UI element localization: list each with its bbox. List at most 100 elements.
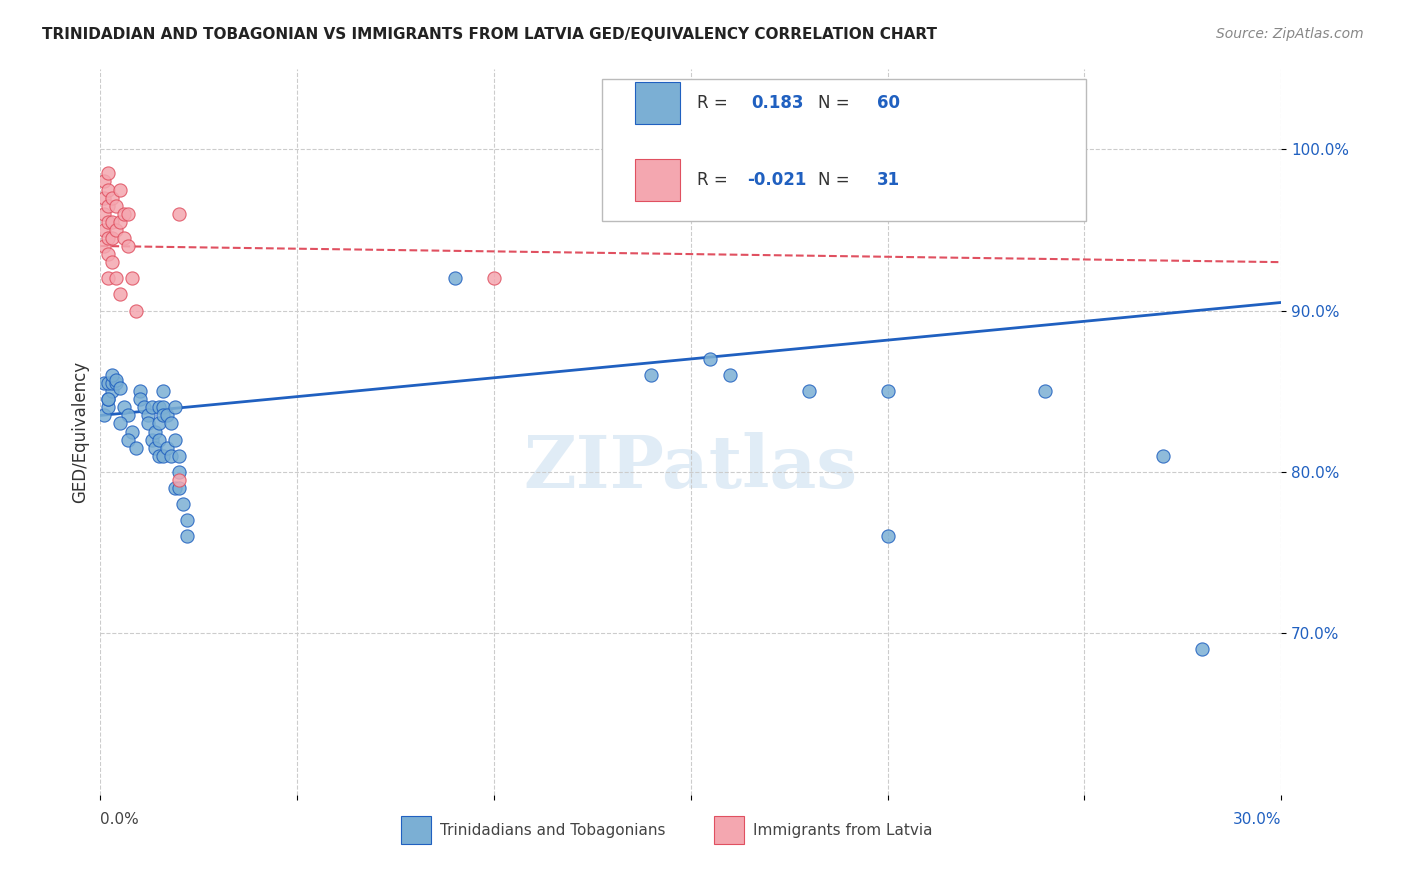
Point [125, 441, 148, 455]
Point [108, 287, 131, 301]
Point [148, 433, 170, 447]
Point [145, 425, 167, 439]
Point [121, 271, 143, 285]
Point [152, 384, 174, 399]
Point [141, 433, 163, 447]
Point [93, 376, 115, 391]
Y-axis label: GED/Equivalency: GED/Equivalency [72, 360, 89, 502]
Point [108, 417, 131, 431]
Point [1191, 642, 1213, 657]
Point [718, 368, 741, 383]
Point [876, 384, 898, 399]
Point [97, 271, 120, 285]
Point [640, 368, 662, 383]
Point [128, 392, 150, 407]
Point [117, 433, 139, 447]
Point [176, 529, 198, 543]
Point [165, 481, 187, 495]
Point [128, 384, 150, 399]
Point [145, 441, 167, 455]
Point [97, 215, 120, 229]
Point [105, 373, 128, 387]
Point [97, 231, 120, 245]
Point [93, 223, 115, 237]
Point [152, 449, 174, 463]
Point [165, 433, 187, 447]
Text: Immigrants from Latvia: Immigrants from Latvia [754, 822, 932, 838]
Point [117, 239, 139, 253]
Point [167, 449, 190, 463]
FancyBboxPatch shape [636, 159, 681, 201]
Point [1152, 449, 1174, 463]
Point [108, 215, 131, 229]
Point [97, 392, 120, 407]
Point [160, 417, 183, 431]
Point [160, 449, 183, 463]
Text: Source: ZipAtlas.com: Source: ZipAtlas.com [1216, 27, 1364, 41]
Point [132, 401, 155, 415]
Point [141, 401, 163, 415]
Point [136, 409, 159, 423]
Point [679, 158, 702, 172]
Text: R =: R = [696, 170, 733, 188]
Point [152, 401, 174, 415]
Point [136, 417, 159, 431]
Point [105, 199, 128, 213]
Point [148, 417, 170, 431]
Point [105, 271, 128, 285]
Text: TRINIDADIAN AND TOBAGONIAN VS IMMIGRANTS FROM LATVIA GED/EQUIVALENCY CORRELATION: TRINIDADIAN AND TOBAGONIAN VS IMMIGRANTS… [42, 27, 938, 42]
Point [1033, 384, 1056, 399]
Point [167, 473, 190, 487]
Point [797, 384, 820, 399]
Point [443, 271, 465, 285]
Point [97, 166, 120, 180]
Point [117, 207, 139, 221]
Point [97, 392, 120, 407]
Point [148, 449, 170, 463]
Point [156, 409, 179, 423]
Point [97, 199, 120, 213]
Point [93, 191, 115, 205]
Point [167, 207, 190, 221]
Point [93, 239, 115, 253]
Point [167, 465, 190, 479]
Text: N =: N = [818, 95, 855, 112]
FancyBboxPatch shape [602, 79, 1087, 221]
Point [108, 381, 131, 395]
FancyBboxPatch shape [636, 82, 681, 124]
FancyBboxPatch shape [714, 816, 744, 844]
Text: N =: N = [818, 170, 855, 188]
Point [876, 529, 898, 543]
Text: 60: 60 [877, 95, 900, 112]
Point [112, 231, 135, 245]
Point [112, 207, 135, 221]
Point [640, 158, 662, 172]
Point [101, 215, 124, 229]
Point [101, 255, 124, 269]
Text: 0.183: 0.183 [751, 95, 803, 112]
Point [112, 401, 135, 415]
Point [117, 409, 139, 423]
Point [121, 425, 143, 439]
Point [105, 376, 128, 391]
Point [125, 303, 148, 318]
Point [148, 401, 170, 415]
Point [482, 271, 505, 285]
Point [176, 513, 198, 527]
Point [101, 384, 124, 399]
Point [108, 182, 131, 196]
Point [167, 481, 190, 495]
Point [97, 376, 120, 391]
Point [105, 223, 128, 237]
Point [152, 409, 174, 423]
FancyBboxPatch shape [402, 816, 432, 844]
Point [101, 191, 124, 205]
Point [699, 351, 721, 366]
Point [93, 207, 115, 221]
Point [97, 247, 120, 261]
Point [172, 497, 194, 511]
Point [101, 231, 124, 245]
Text: R =: R = [696, 95, 733, 112]
Text: ZIPatlas: ZIPatlas [523, 433, 858, 503]
Point [101, 376, 124, 391]
